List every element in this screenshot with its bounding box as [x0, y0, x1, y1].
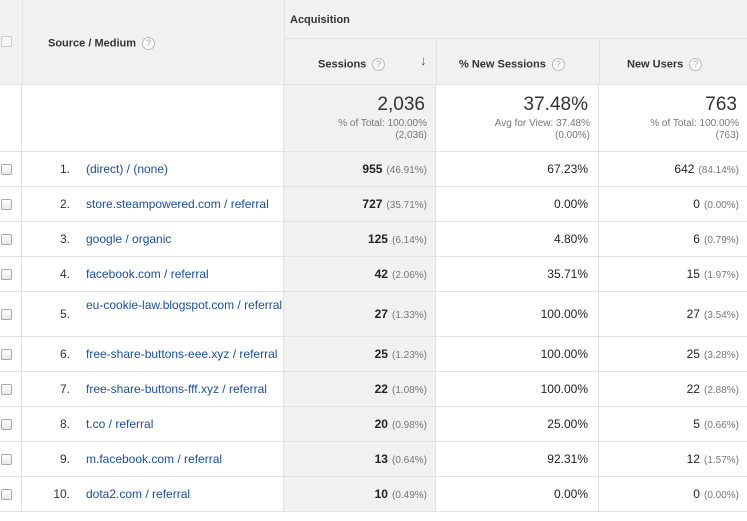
new-users-value: 0 (0.00%) [693, 197, 739, 211]
new-sessions-value: 92.31% [547, 452, 588, 466]
source-medium-link[interactable]: m.facebook.com / referral [86, 452, 223, 466]
new-users-value: 642 (84.14%) [674, 162, 739, 176]
row-index: 3. [59, 232, 70, 246]
row-checkbox[interactable] [1, 349, 12, 360]
table-header [0, 0, 747, 85]
sessions-value: 22 (1.08%) [374, 382, 427, 396]
new-sessions-value: 25.00% [547, 417, 588, 431]
new-sessions-total: 37.48% Avg for View: 37.48% (0.00%) [436, 85, 599, 151]
totals-row: 2,036 % of Total: 100.00% (2,036) 37.48% … [0, 85, 747, 152]
table-row: 10. dota2.com / referral 10 (0.49%) 0.00% 0 (0… [0, 477, 747, 512]
table-row: 6. free-share-buttons-eee.xyz / referral 2… [0, 337, 747, 372]
new-sessions-value: 35.71% [547, 267, 588, 281]
row-index: 9. [59, 452, 70, 466]
source-medium-link[interactable]: dota2.com / referral [86, 487, 191, 501]
sort-descending-icon[interactable]: ↓ [420, 53, 427, 68]
row-checkbox[interactable] [1, 269, 12, 280]
new-users-value: 6 (0.79%) [693, 232, 739, 246]
source-medium-link[interactable]: google / organic [86, 232, 172, 246]
row-checkbox[interactable] [1, 454, 12, 465]
sessions-value: 20 (0.98%) [374, 417, 427, 431]
sessions-value: 27 (1.33%) [374, 307, 427, 321]
row-index: 8. [59, 417, 70, 431]
help-icon[interactable]: ? [142, 37, 156, 50]
source-medium-link[interactable]: t.co / referral [86, 417, 154, 431]
table-row: 3. google / organic 125 (6.14%) 4.80% 6 (0.79%… [0, 222, 747, 257]
row-checkbox[interactable] [1, 489, 12, 500]
row-index: 2. [59, 197, 70, 211]
help-icon[interactable]: ? [689, 58, 703, 71]
row-index: 10. [53, 487, 70, 501]
row-checkbox[interactable] [1, 164, 12, 175]
table-row: 4. facebook.com / referral 42 (2.06%) 35.71%… [0, 257, 747, 292]
new-sessions-value: 67.23% [547, 162, 588, 176]
row-index: 5. [59, 307, 70, 321]
source-medium-header[interactable]: Source / Medium? [48, 37, 156, 50]
sessions-value: 125 (6.14%) [367, 232, 427, 246]
table-row: 5. eu-cookie-law.blogspot.com / referral 2… [0, 292, 747, 337]
new-users-header[interactable]: New Users? [627, 58, 703, 71]
row-checkbox[interactable] [1, 309, 12, 320]
sessions-value: 42 (2.06%) [374, 267, 427, 281]
new-sessions-value: 4.80% [553, 232, 588, 246]
help-icon[interactable]: ? [372, 58, 386, 71]
new-users-value: 5 (0.66%) [693, 417, 739, 431]
new-users-value: 0 (0.00%) [693, 487, 739, 501]
new-sessions-value: 100.00% [540, 347, 588, 361]
new-users-value: 27 (3.54%) [686, 307, 739, 321]
new-users-value: 15 (1.97%) [686, 267, 739, 281]
new-users-total: 763 % of Total: 100.00% (763) [650, 94, 739, 141]
table-row: 9. m.facebook.com / referral 13 (0.64%) 92.3… [0, 442, 747, 477]
row-index: 1. [59, 162, 70, 176]
source-medium-link[interactable]: facebook.com / referral [86, 267, 209, 281]
table-row: 7. free-share-buttons-fff.xyz / referral 2… [0, 372, 747, 407]
new-sessions-value: 0.00% [553, 197, 588, 211]
new-sessions-value: 0.00% [553, 487, 588, 501]
source-medium-link[interactable]: store.steampowered.com / referral [86, 197, 269, 211]
new-users-value: 25 (3.28%) [686, 347, 739, 361]
row-checkbox[interactable] [1, 234, 12, 245]
new-sessions-value: 100.00% [540, 307, 588, 321]
sessions-total: 2,036 % of Total: 100.00% (2,036) [284, 85, 436, 151]
row-index: 6. [59, 347, 70, 361]
table-row: 8. t.co / referral 20 (0.98%) 25.00% 5 (0.66%) [0, 407, 747, 442]
acquisition-group-label: Acquisition [290, 14, 350, 26]
row-checkbox[interactable] [1, 384, 12, 395]
row-index: 4. [59, 267, 70, 281]
sessions-value: 25 (1.23%) [374, 347, 427, 361]
new-sessions-value: 100.00% [540, 382, 588, 396]
new-users-value: 12 (1.57%) [686, 452, 739, 466]
source-medium-link[interactable]: free-share-buttons-fff.xyz / referral [86, 382, 267, 396]
select-all-checkbox[interactable] [1, 36, 12, 47]
source-medium-link[interactable]: eu-cookie-law.blogspot.com / referral [86, 298, 283, 312]
row-checkbox[interactable] [1, 199, 12, 210]
sessions-value: 13 (0.64%) [374, 452, 427, 466]
table-row: 1. (direct) / (none) 955 (46.91%) 67.23% 642(… [0, 152, 747, 187]
sessions-header[interactable]: Sessions? [318, 58, 386, 71]
source-medium-link[interactable]: free-share-buttons-eee.xyz / referral [86, 347, 278, 361]
table-row: 2. store.steampowered.com / referral 727 (3… [0, 187, 747, 222]
source-medium-link[interactable]: (direct) / (none) [86, 162, 169, 176]
sessions-value: 955 (46.91%) [362, 162, 427, 176]
row-index: 7. [59, 382, 70, 396]
row-checkbox[interactable] [1, 419, 12, 430]
sessions-value: 10 (0.49%) [374, 487, 427, 501]
new-sessions-header[interactable]: % New Sessions? [459, 58, 565, 71]
new-users-value: 22 (2.88%) [686, 382, 739, 396]
help-icon[interactable]: ? [551, 58, 565, 71]
sessions-value: 727 (35.71%) [362, 197, 427, 211]
